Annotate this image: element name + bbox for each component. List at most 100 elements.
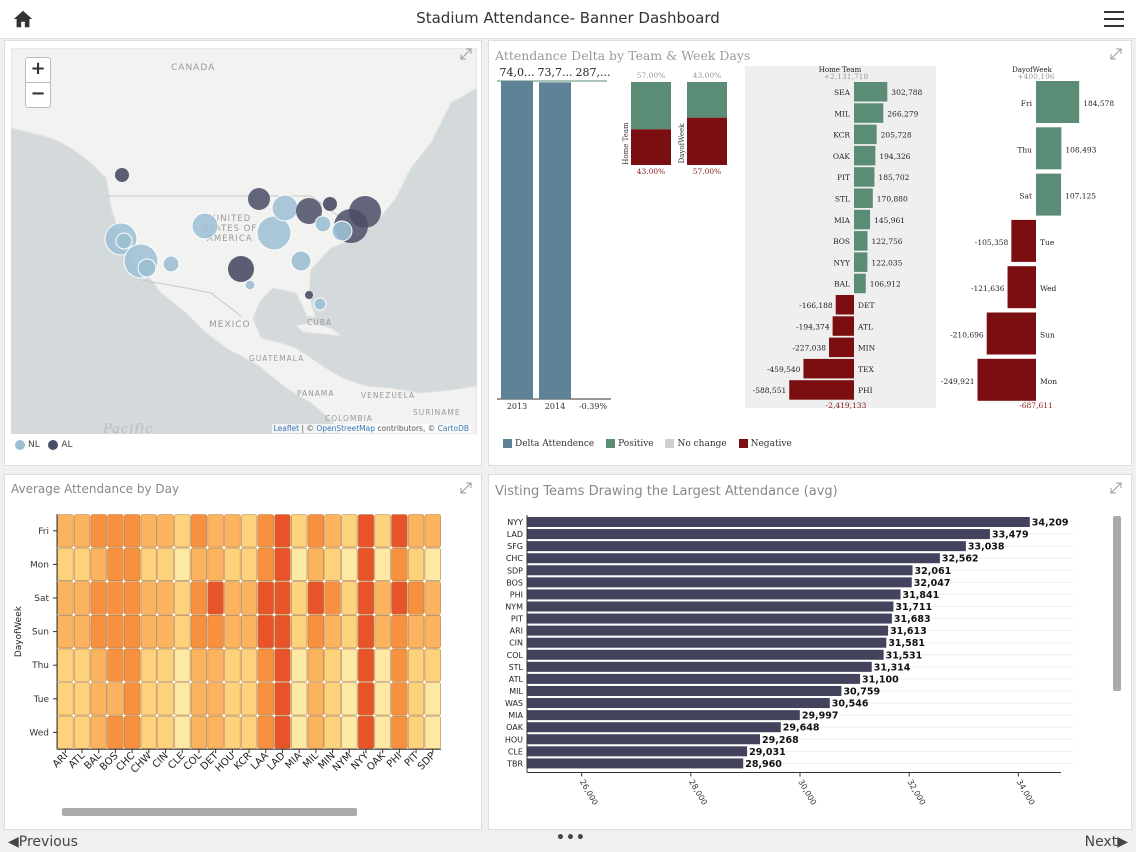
visiting-team-label: BOS (506, 578, 523, 587)
year-bar (501, 81, 533, 399)
visiting-team-value: 30,546 (832, 699, 869, 710)
expand-icon[interactable] (459, 481, 473, 495)
heatmap-day-label: Mon (30, 560, 49, 570)
heatmap-cell (174, 547, 191, 581)
day-label: Sat (1019, 192, 1032, 201)
heatmap-cell (90, 615, 107, 649)
stadium-marker-nl (331, 220, 353, 242)
heatmap-cell (190, 547, 208, 581)
heatmap-cell (174, 682, 191, 716)
heatmap-cell (224, 682, 241, 716)
previous-button[interactable]: ◀Previous (8, 834, 78, 850)
team-value-label: -588,551 (753, 386, 787, 395)
heatmap-cell (357, 514, 375, 548)
stadium-marker-al (248, 188, 270, 210)
visiting-team-label: ARI (510, 627, 523, 636)
stadium-marker-nl (115, 232, 133, 250)
heatmap-cell (407, 648, 425, 682)
visiting-team-bar (527, 698, 830, 709)
legend-swatch-negative (738, 439, 748, 448)
expand-icon[interactable] (459, 47, 473, 61)
heatmap-cell (424, 648, 441, 682)
day-chart-total-bottom: -687,611 (1019, 401, 1053, 410)
stadium-marker-al (305, 291, 313, 299)
team-label: PHI (858, 386, 873, 395)
visiting-team-value: 32,061 (915, 566, 952, 577)
visiting-team-bar (527, 613, 892, 624)
heatmap-cell (391, 715, 408, 750)
heatmap-cell (57, 615, 74, 649)
heatmap-day-label: Sat (34, 594, 49, 604)
team-value-label: -459,540 (767, 365, 801, 374)
heatmap-cell (424, 715, 441, 750)
heatmap-cell (257, 715, 274, 750)
visiting-vertical-scrollbar[interactable] (1113, 516, 1121, 691)
legend-label-negative: Negative (750, 439, 792, 449)
map[interactable]: CANADA UNITED STATES OF AMERICA MEXICO C… (11, 48, 477, 434)
day-label: Tue (1040, 238, 1055, 247)
visiting-team-value: 34,209 (1032, 518, 1069, 529)
caret-right-icon: ▶ (1117, 834, 1128, 850)
heatmap-team-label: CIN (151, 751, 171, 771)
expand-icon[interactable] (1109, 47, 1123, 61)
heatmap-cell (407, 615, 425, 649)
next-button[interactable]: Next▶ (1085, 834, 1128, 850)
stadium-markers[interactable] (104, 168, 381, 311)
map-label-cuba: CUBA (307, 318, 332, 327)
visiting-team-bar (527, 722, 781, 733)
heatmap-cell (107, 682, 124, 716)
heatmap-cell (290, 648, 308, 682)
home-icon[interactable] (12, 8, 34, 30)
heatmap-cell (57, 682, 74, 716)
day-bar-positive (1036, 173, 1062, 216)
stadium-marker-nl (313, 297, 327, 311)
visiting-team-bar (527, 673, 861, 684)
heatmap-cell (274, 648, 291, 682)
heatmap-cell (374, 715, 391, 750)
heatmap-cell (157, 514, 174, 548)
heatmap-cell (73, 648, 91, 682)
heatmap-cell (207, 648, 224, 682)
day-value-label: 108,493 (1065, 145, 1096, 154)
team-bar-negative (803, 358, 854, 379)
visiting-team-label: ATL (509, 675, 524, 684)
team-label: ATL (857, 322, 873, 331)
heatmap-horizontal-scrollbar[interactable] (62, 808, 357, 816)
expand-icon[interactable] (1109, 481, 1123, 495)
cuba-land (294, 321, 343, 337)
visiting-x-tick-label: 28,000 (687, 778, 709, 807)
heatmap-cell (90, 715, 107, 750)
openstreetmap-link[interactable]: OpenStreetMap (316, 424, 375, 433)
day-chart-total-top: +400,196 (1017, 72, 1055, 81)
heatmap-cell (73, 581, 91, 615)
heatmap-cell (391, 682, 408, 716)
heatmap-cell (407, 581, 425, 615)
visiting-team-label: MIL (509, 687, 523, 696)
heatmap-cell (274, 615, 291, 649)
heatmap-cell (307, 682, 324, 716)
legend-al-swatch (48, 440, 59, 450)
heatmap-cell (341, 547, 358, 581)
mini-bar-negative (687, 117, 727, 165)
day-label: Wed (1040, 284, 1057, 293)
visiting-team-value: 29,268 (762, 735, 799, 746)
visiting-team-label: NYY (507, 518, 523, 527)
heatmap-cell (374, 547, 391, 581)
legend-nl-swatch (15, 440, 25, 450)
team-label: KCR (833, 131, 850, 140)
attendance-heatmap: FriMonSatSunThuTueWedARIATLBALBOSCHCCHWC… (14, 514, 442, 805)
visiting-team-value: 31,683 (894, 614, 931, 625)
heatmap-cell (140, 715, 157, 750)
heatmap-cell (107, 547, 124, 581)
cartodb-link[interactable]: CartoDB (437, 424, 469, 433)
legend-label-delta: Delta Attendence (515, 439, 595, 449)
team-label: TEX (858, 365, 874, 374)
team-bar-negative (832, 316, 854, 336)
leaflet-link[interactable]: Leaflet (273, 424, 300, 433)
hamburger-menu-icon[interactable] (1104, 10, 1124, 28)
more-dots-button[interactable]: ••• (556, 830, 586, 846)
zoom-in-button[interactable]: + (25, 57, 51, 83)
day-label: Sun (1040, 331, 1055, 340)
heatmap-cell (274, 581, 291, 615)
zoom-out-button[interactable]: − (25, 82, 51, 108)
